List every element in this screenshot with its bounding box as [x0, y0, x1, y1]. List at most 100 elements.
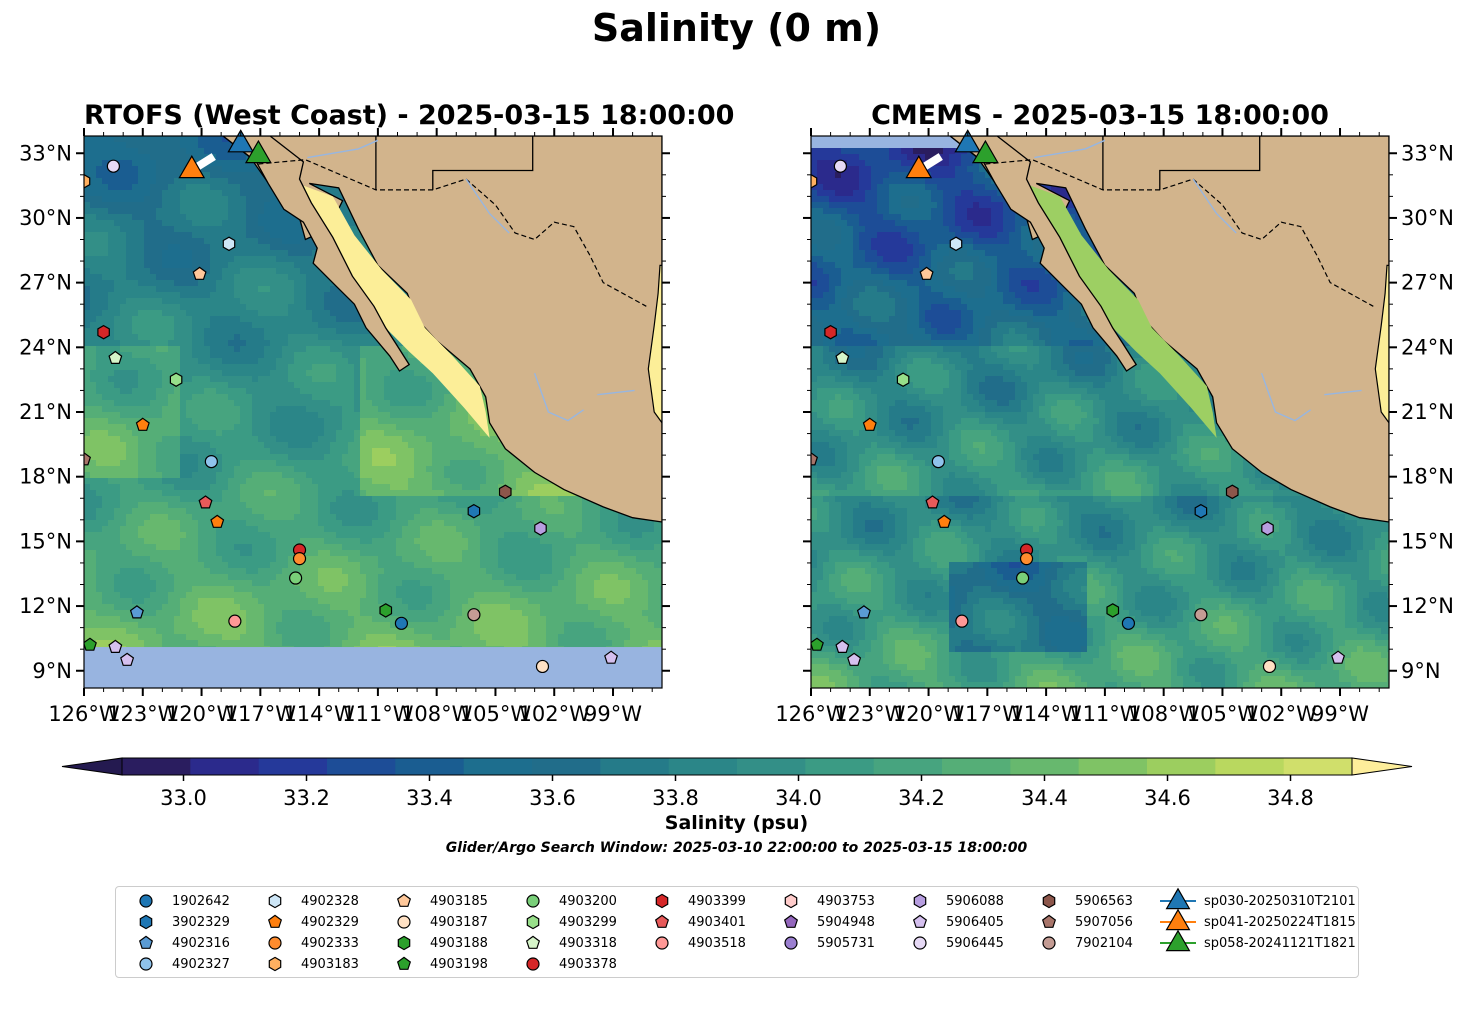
legend-float-marker [784, 936, 798, 950]
colorbar-tick-label: 33.2 [283, 786, 330, 810]
legend-float-marker [396, 956, 412, 970]
legend-marker [397, 935, 411, 951]
colorbar-segment [1283, 758, 1353, 775]
legend-label: sp041-20250224T1815 [1204, 915, 1356, 930]
legend-float-marker [912, 914, 928, 928]
legend-marker [526, 957, 540, 971]
gulf-of-california [303, 185, 490, 438]
argo-float-4903187 [535, 659, 550, 674]
legend-label: 4903188 [430, 936, 488, 951]
legend-label: sp030-20250310T2101 [1204, 894, 1356, 909]
legend-marker [913, 936, 927, 950]
argo-float-5906405 [604, 650, 619, 664]
legend-label: 4903318 [559, 936, 617, 951]
legend-marker [526, 914, 540, 930]
argo-float-4903200 [1016, 571, 1030, 585]
argo-float-4902327 [931, 454, 945, 469]
legend-float-marker [526, 957, 540, 971]
legend-label: 4903187 [430, 915, 488, 930]
legend-marker [139, 914, 153, 930]
glider-track [195, 153, 216, 170]
gulf-of-mexico-edge [1374, 264, 1389, 424]
glider-sp058-20241121T1821 [971, 139, 999, 164]
argo-float-4902329 [862, 417, 877, 431]
legend-marker [526, 894, 540, 908]
argo-float-4903401 [925, 495, 940, 509]
lat-tick-label: 9°N [32, 659, 72, 683]
river [307, 139, 379, 159]
legend-label: 5906088 [946, 894, 1004, 909]
legend-label: 5906563 [1075, 894, 1133, 909]
lon-tick-label: 120°W [166, 702, 238, 726]
river [1034, 139, 1106, 159]
legend-label: 4903299 [559, 915, 617, 930]
colorbar-segment [1147, 758, 1216, 775]
legend-label: sp058-20241121T1821 [1204, 936, 1356, 951]
argo-float-5906445 [833, 159, 847, 173]
legend-float-marker [267, 914, 283, 928]
lat-tick-label: 12°N [19, 594, 72, 618]
argo-float-4903185 [919, 266, 934, 280]
lon-tick-label: 105°W [1187, 702, 1259, 726]
gulf-of-california [1030, 185, 1217, 438]
legend-label: 5904948 [817, 915, 875, 930]
colorbar-segment [737, 758, 806, 775]
colorbar-segment [1215, 758, 1285, 775]
lat-tick-label: 24°N [19, 335, 72, 359]
argo-float-7902104 [1194, 608, 1208, 622]
argo-float-5906405 [1331, 650, 1346, 664]
lon-tick-label: 99°W [584, 702, 642, 726]
legend-label: 4903399 [688, 894, 746, 909]
glider-track [922, 153, 943, 170]
rtofs-panel-title: RTOFS (West Coast) - 2025-03-15 18:00:00 [84, 100, 735, 131]
lon-tick-label: 117°W [952, 702, 1024, 726]
river [465, 178, 510, 234]
legend-marker [654, 914, 670, 928]
glider-sp041-20250224T1815 [905, 154, 933, 179]
legend-marker [139, 894, 153, 908]
legend-float-marker [654, 914, 670, 928]
lon-tick-label: 99°W [1311, 702, 1369, 726]
legend-glider-marker [1165, 908, 1191, 931]
argo-float-5906405 [835, 639, 850, 654]
river [1324, 389, 1362, 396]
legend-marker [1042, 893, 1056, 909]
legend-marker [268, 893, 282, 909]
colorbar-segment [873, 758, 943, 775]
lon-tick-label: 105°W [460, 702, 532, 726]
argo-float-4902316 [129, 605, 144, 619]
lon-tick-label: 108°W [401, 702, 473, 726]
lon-tick-label: 102°W [1246, 702, 1318, 726]
legend-label: 5905731 [817, 936, 875, 951]
legend-marker [525, 935, 541, 949]
argo-float-4903198 [84, 637, 97, 651]
argo-float-4903399 [824, 324, 837, 340]
colorbar-segment [395, 758, 465, 775]
legend-float-marker [913, 893, 927, 909]
colorbar-segment [942, 758, 1011, 775]
legend-marker [268, 956, 282, 972]
legend-label: 7902104 [1075, 936, 1133, 951]
argo-float-5906445 [106, 159, 120, 173]
argo-float-4902328 [949, 236, 963, 252]
legend-marker [784, 936, 798, 950]
lat-tick-label: 24°N [1401, 335, 1454, 359]
colorbar-tick-label: 34.4 [1021, 786, 1068, 810]
baja-peninsula [222, 136, 411, 372]
argo-float-4903318 [108, 350, 123, 364]
lon-tick-label: 111°W [342, 702, 414, 726]
lat-tick-label: 27°N [1401, 271, 1454, 295]
legend-marker [268, 936, 282, 950]
search-window-text: Glider/Argo Search Window: 2025-03-10 22… [445, 840, 1028, 856]
legend-marker [783, 914, 799, 928]
argo-float-4902333 [1019, 552, 1034, 566]
argo-float-3902329 [1194, 503, 1208, 519]
colorbar-extend-high [1351, 757, 1413, 776]
colorbar-tick-label: 34.2 [898, 786, 945, 810]
legend-float-marker [526, 914, 540, 930]
lon-tick-label: 126°W [48, 702, 120, 726]
lat-tick-label: 18°N [19, 465, 72, 489]
